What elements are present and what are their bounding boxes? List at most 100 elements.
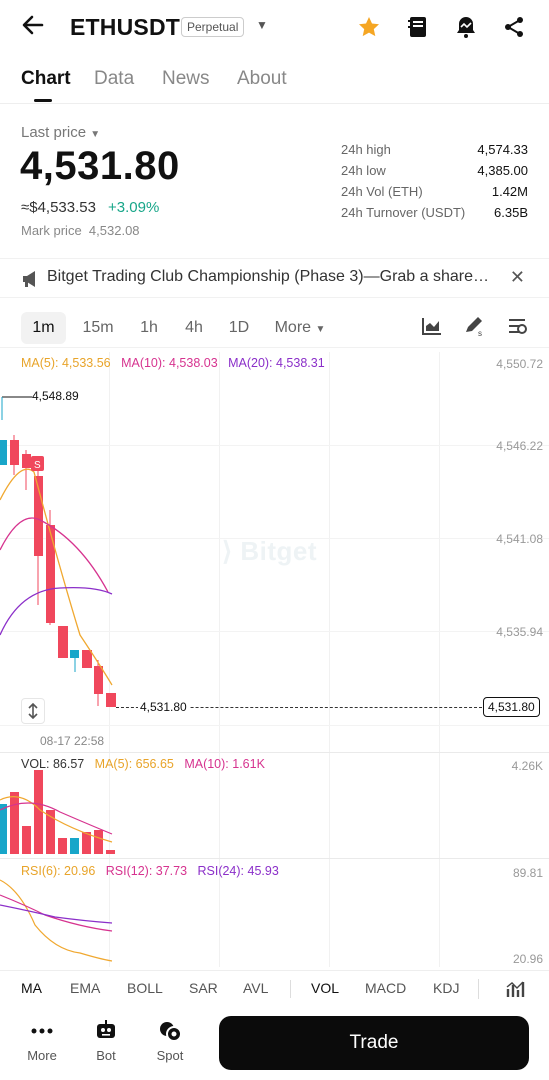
indicator-bar: MA EMA BOLL SAR AVL VOL MACD KDJ (0, 970, 549, 1006)
scale-toggle-icon[interactable] (21, 698, 45, 724)
ma5-value: MA(5): 4,533.56 (21, 356, 111, 370)
candlestick-chart[interactable]: S (0, 380, 130, 720)
volume-value: VOL: 86.57 (21, 757, 85, 771)
top-header: ETHUSDT Perpetual ▼ (0, 0, 549, 56)
rsi6-value: RSI(6): 20.96 (21, 864, 96, 878)
bottom-nav-more[interactable]: More (17, 1020, 67, 1063)
mark-price: Mark price 4,532.08 (21, 223, 140, 238)
indicator-kdj[interactable]: KDJ (433, 980, 460, 996)
ma-legend: MA(5): 4,533.56 MA(10): 4,538.03 MA(20):… (21, 356, 325, 370)
rsi-chart[interactable] (0, 875, 120, 967)
indicator-vol[interactable]: VOL (311, 980, 340, 996)
indicator-settings-icon[interactable] (505, 979, 525, 1004)
stat-label: 24h Turnover (USDT) (341, 205, 466, 220)
timeframe-1h[interactable]: 1h (140, 319, 158, 336)
timeframe-more[interactable]: More ▼ (274, 319, 326, 336)
trade-button[interactable]: Trade (219, 1016, 529, 1070)
price-axis-label: 4,546.22 (496, 439, 543, 453)
announcement-banner[interactable]: Bitget Trading Club Championship (Phase … (0, 258, 549, 298)
volume-ma10: MA(10): 1.61K (184, 757, 265, 771)
bottom-nav-bot[interactable]: Bot (81, 1020, 131, 1063)
chart-type-icon[interactable] (421, 316, 443, 341)
spot-icon (145, 1020, 195, 1042)
rsi-axis-bottom: 20.96 (512, 952, 543, 966)
tab-chart[interactable]: Chart (21, 68, 71, 89)
stat-value: 1.42M (491, 184, 528, 199)
stat-value: 6.35B (494, 205, 528, 220)
stat-value: 4,385.00 (477, 163, 528, 178)
candle (0, 440, 7, 465)
banner-text[interactable]: Bitget Trading Club Championship (Phase … (47, 268, 489, 285)
tab-about[interactable]: About (237, 68, 287, 89)
volume-ma5: MA(5): 656.65 (94, 757, 174, 771)
candle (46, 525, 55, 623)
indicator-sar[interactable]: SAR (189, 980, 218, 996)
active-tab-underline (34, 99, 52, 102)
bottom-nav-spot[interactable]: Spot (145, 1020, 195, 1063)
stat-label: 24h low (341, 163, 386, 178)
chart-settings-icon[interactable] (506, 316, 528, 341)
candle (82, 650, 92, 668)
close-icon[interactable]: ✕ (509, 267, 525, 287)
indicator-ma[interactable]: MA (21, 980, 42, 996)
sell-marker-label: S (34, 460, 41, 471)
favorite-star-icon[interactable] (356, 14, 382, 40)
high-marker-label: 4,548.89 (32, 389, 79, 403)
timeframe-1d[interactable]: 1D (228, 319, 250, 336)
price-alert-icon[interactable] (453, 14, 479, 40)
timeframe-1m[interactable]: 1m (21, 312, 66, 344)
notebook-icon[interactable] (405, 14, 431, 40)
last-price-label[interactable]: Last price ▼ (21, 124, 101, 141)
bottom-nav-label: Bot (96, 1048, 116, 1063)
candle (106, 693, 116, 707)
rsi12-value: RSI(12): 37.73 (105, 864, 188, 878)
candle (58, 626, 68, 658)
more-dots-icon (17, 1020, 67, 1042)
indicator-ema[interactable]: EMA (70, 980, 101, 996)
timeframe-bar: 1m 15m 1h 4h 1D More ▼ s (0, 304, 549, 348)
contract-type-badge: Perpetual (181, 17, 245, 37)
ma20-line (0, 586, 113, 636)
rsi-axis-top: 89.81 (512, 866, 543, 880)
stat-value: 4,574.33 (477, 142, 528, 157)
indicator-boll[interactable]: BOLL (127, 980, 163, 996)
bottom-nav-label: More (27, 1048, 57, 1063)
draw-tool-icon[interactable]: s (463, 315, 485, 342)
volume-axis-label: 4.26K (511, 759, 543, 773)
main-tabs: Chart Data News About (0, 58, 549, 104)
indicator-avl[interactable]: AVL (243, 980, 269, 996)
price-axis-label: 4,535.94 (496, 625, 543, 639)
usd-value: ≈$4,533.53 (21, 199, 96, 216)
divider (290, 980, 291, 998)
candle (10, 440, 19, 465)
stat-label: 24h high (341, 142, 391, 157)
ma20-value: MA(20): 4,538.31 (228, 356, 325, 370)
watermark: ⟩ Bitget (222, 536, 318, 566)
candle (22, 454, 31, 468)
timeframe-15m[interactable]: 15m (82, 319, 114, 336)
share-icon[interactable] (501, 14, 527, 40)
megaphone-icon (21, 270, 41, 293)
volume-chart[interactable] (0, 770, 120, 856)
tab-data[interactable]: Data (94, 68, 135, 89)
change-percent: +3.09% (108, 199, 160, 216)
sell-marker (31, 456, 44, 471)
svg-text:s: s (478, 329, 482, 337)
price-axis-label: 4,550.72 (496, 357, 543, 371)
bottom-bar: More Bot Spot (0, 1008, 549, 1080)
ma10-line (0, 517, 109, 593)
tab-news[interactable]: News (162, 68, 210, 89)
pair-dropdown-icon[interactable]: ▼ (256, 18, 268, 32)
stat-label: 24h Vol (ETH) (341, 184, 423, 199)
pair-symbol[interactable]: ETHUSDT (70, 14, 181, 40)
timeframe-4h[interactable]: 4h (185, 319, 203, 336)
current-price-tag: 4,531.80 (483, 697, 540, 717)
ma5-line (0, 468, 113, 686)
ma10-value: MA(10): 4,538.03 (121, 356, 218, 370)
volume-legend: VOL: 86.57 MA(5): 656.65 MA(10): 1.61K (21, 757, 265, 771)
back-arrow-icon[interactable] (20, 12, 50, 42)
bot-icon (81, 1020, 131, 1042)
current-price-line-label: 4,531.80 (138, 700, 189, 714)
divider (478, 979, 479, 999)
indicator-macd[interactable]: MACD (365, 980, 407, 996)
